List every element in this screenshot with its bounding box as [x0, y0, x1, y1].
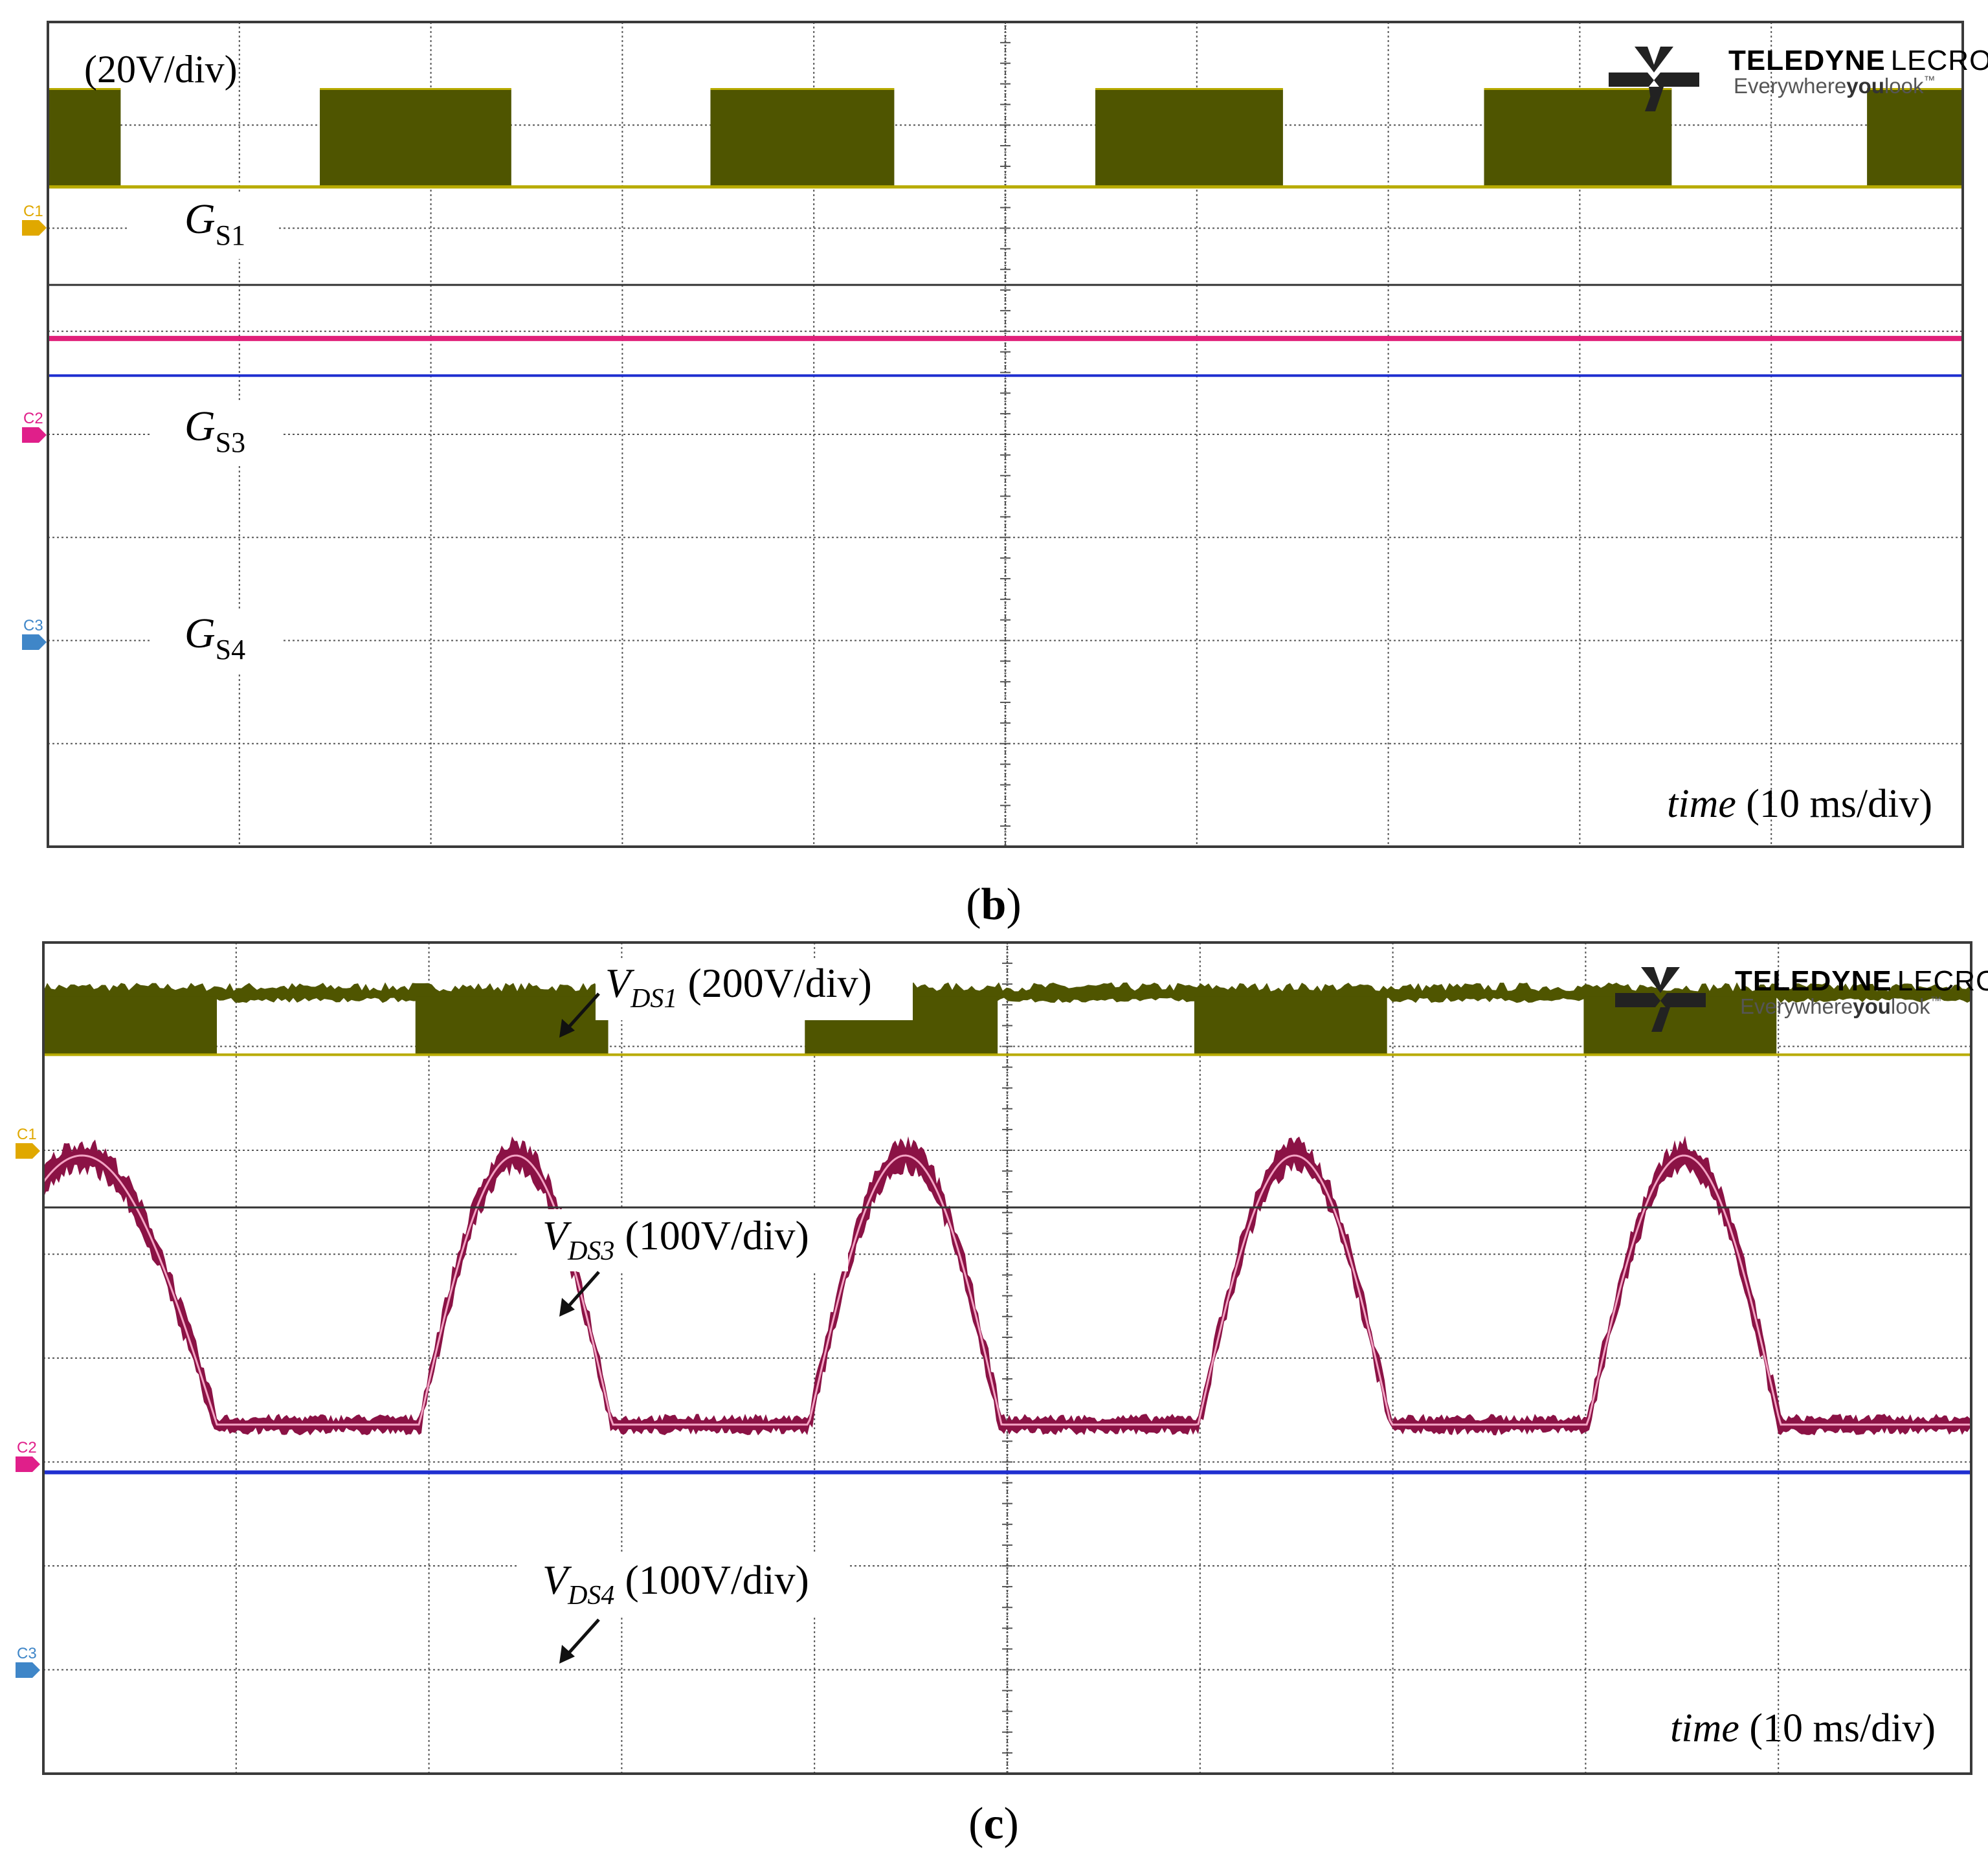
signal-label-gs4: GS4 [184, 610, 245, 665]
time-scale-label: time (10 ms/div) [1667, 782, 1932, 826]
gs1-pulse [1484, 89, 1672, 187]
arrow-pointer-icon [559, 992, 600, 1038]
scope-panel-c: VDS1 (200V/div) VDS3 (100V/div) VDS4 (10… [16, 941, 1988, 1849]
gs1-pulse [710, 89, 895, 187]
label-backdrop [518, 1554, 848, 1616]
label-backdrop [129, 194, 278, 259]
plot-frame-c [42, 941, 1972, 1775]
gs1-pulse [1867, 89, 1963, 187]
label-backdrop [596, 958, 913, 1020]
waveforms-c [43, 982, 1971, 1475]
channel-marker-arrow-icon: C3 [16, 1645, 40, 1678]
vds3-trace [43, 1154, 1970, 1426]
brand-name: TELEDYNELECROY [1735, 965, 1988, 997]
channel-marker-label: C3 [23, 617, 43, 634]
grid-b [48, 21, 1963, 847]
panel-caption-c: (c) [968, 1799, 1019, 1849]
channel-marker-arrow-icon: C2 [16, 1439, 40, 1472]
vds1-block [415, 996, 609, 1055]
channel-marker-arrow-icon: C2 [22, 410, 47, 443]
brand-name: TELEDYNELECROY [1728, 45, 1988, 76]
arrow-pointer-icon [559, 1271, 600, 1317]
signal-label-gs3: GS3 [184, 403, 245, 458]
label-backdrop [518, 1209, 848, 1271]
gs1-pulse [1095, 89, 1283, 187]
gs1-pulse [320, 89, 511, 187]
channel-marker-arrow-icon: C3 [22, 617, 47, 650]
scope-panel-b: (20V/div) GS1 GS3 GS4 time (10 ms/div) T… [22, 21, 1988, 930]
channel-marker-label: C1 [23, 203, 43, 220]
arrow-pointer-icon [559, 1618, 600, 1664]
vds1-block [43, 996, 218, 1055]
vds1-block [1194, 996, 1387, 1055]
scale-label: (20V/div) [84, 48, 238, 91]
channel-marker-arrow-icon: C1 [22, 203, 47, 236]
signal-label-gs1: GS1 [184, 195, 245, 251]
plot-frame-b [47, 21, 1964, 848]
waveforms-b [48, 88, 1963, 377]
teledyne-lecroy-logo-icon [1609, 47, 1699, 111]
label-backdrop [152, 401, 282, 466]
signal-label-vds4: VDS4 (100V/div) [542, 1557, 809, 1611]
panel-caption-b: (b) [966, 880, 1022, 930]
label-backdrop [152, 608, 282, 673]
channel-marker-label: C3 [17, 1645, 37, 1662]
teledyne-lecroy-logo-icon [1615, 967, 1706, 1032]
gs1-pulse [48, 89, 121, 187]
signal-label-vds1: VDS1 (200V/div) [605, 960, 872, 1014]
channel-marker-label: C2 [23, 410, 43, 427]
brand-tagline: Everywhereyoulook™ [1740, 994, 1941, 1018]
channel-marker-label: C2 [17, 1439, 37, 1456]
vds3-noise-envelope [43, 1135, 1970, 1436]
brand-tagline: Everywhereyoulook™ [1734, 74, 1935, 98]
signal-label-vds3: VDS3 (100V/div) [542, 1212, 809, 1266]
channel-marker-label: C1 [17, 1126, 37, 1143]
grid-c [43, 942, 1971, 1774]
time-scale-label: time (10 ms/div) [1670, 1706, 1936, 1750]
channel-marker-arrow-icon: C1 [16, 1126, 40, 1159]
